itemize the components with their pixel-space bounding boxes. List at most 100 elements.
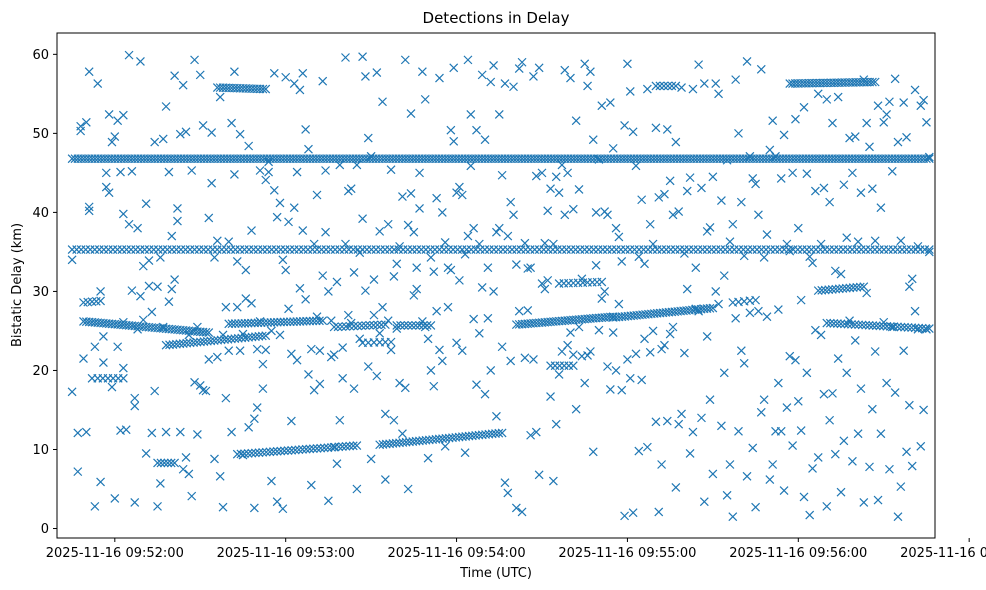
data-point <box>893 137 903 147</box>
data-point <box>707 245 717 254</box>
data-point <box>584 245 594 254</box>
data-point <box>662 124 672 134</box>
data-point <box>896 236 906 246</box>
data-point <box>375 226 385 236</box>
data-point <box>616 245 626 254</box>
data-point <box>793 396 803 406</box>
data-point <box>93 79 103 89</box>
data-point <box>924 245 934 254</box>
data-point <box>185 245 195 254</box>
data-point <box>699 497 709 507</box>
data-point <box>847 456 857 466</box>
data-point <box>785 351 795 361</box>
data-point <box>203 245 213 254</box>
data-point <box>235 129 245 139</box>
data-point <box>292 317 302 326</box>
data-point <box>158 322 168 332</box>
data-point <box>282 317 292 327</box>
data-point <box>449 136 459 146</box>
data-point <box>192 322 202 332</box>
data-point <box>716 421 726 431</box>
data-point <box>523 264 533 273</box>
data-point <box>805 510 815 520</box>
data-point <box>870 77 880 87</box>
data-point <box>745 308 755 318</box>
data-point <box>365 320 375 330</box>
data-point <box>705 303 715 313</box>
data-point <box>571 404 581 414</box>
data-point <box>534 63 544 73</box>
data-point <box>158 134 168 144</box>
data-point <box>76 126 86 136</box>
data-point <box>677 83 686 92</box>
y-axis: 0 10 20 30 40 50 60 <box>32 48 57 537</box>
data-point <box>751 179 761 189</box>
data-point <box>594 155 604 164</box>
data-point <box>264 157 274 167</box>
data-point <box>867 184 877 194</box>
data-point <box>198 121 208 130</box>
data-point <box>890 74 900 84</box>
data-point <box>276 446 286 456</box>
data-point <box>432 306 442 316</box>
x-tick-label: 2025-11-16 09:55:00 <box>558 546 696 561</box>
data-point <box>729 245 739 254</box>
data-point <box>702 226 712 236</box>
data-point <box>559 361 569 371</box>
data-point <box>884 245 893 254</box>
data-point <box>568 204 578 214</box>
data-point <box>597 277 607 287</box>
data-point <box>262 245 272 254</box>
data-point <box>497 342 507 352</box>
data-point <box>306 344 316 354</box>
data-point <box>283 446 293 455</box>
data-point <box>776 173 786 183</box>
y-tick-label: 40 <box>32 206 49 221</box>
data-point <box>645 219 655 229</box>
data-point <box>221 302 231 312</box>
data-point <box>425 245 435 254</box>
data-point <box>452 338 461 348</box>
data-point <box>674 419 684 429</box>
data-point <box>634 252 644 262</box>
data-point <box>449 63 459 73</box>
data-point <box>195 70 205 80</box>
data-point <box>187 166 197 175</box>
data-point <box>276 317 286 327</box>
data-point <box>181 452 191 462</box>
data-point <box>768 460 778 469</box>
data-point <box>642 442 652 452</box>
data-point <box>435 345 444 355</box>
data-point <box>810 325 820 335</box>
data-point <box>916 101 926 111</box>
data-point <box>655 81 665 91</box>
data-point <box>240 318 250 328</box>
data-point <box>247 298 256 308</box>
data-point <box>580 378 590 388</box>
data-point <box>890 388 900 398</box>
data-point <box>171 245 181 254</box>
data-point <box>227 319 237 329</box>
x-tick-label: 2025-11-16 09:53:00 <box>217 546 355 561</box>
chart-title: Detections in Delay <box>423 9 570 27</box>
data-point <box>864 320 874 330</box>
data-point <box>271 245 281 254</box>
data-point <box>278 504 288 514</box>
data-point <box>113 245 122 254</box>
data-point <box>104 188 114 198</box>
data-point <box>520 238 530 248</box>
data-point <box>859 75 869 85</box>
data-point <box>825 245 834 254</box>
data-point <box>550 361 560 371</box>
data-point <box>537 168 547 178</box>
data-point <box>500 79 510 89</box>
data-point <box>415 168 424 178</box>
data-point <box>319 443 329 453</box>
data-point <box>679 249 689 258</box>
data-point <box>831 284 841 294</box>
data-point <box>226 245 236 254</box>
data-point <box>598 245 608 254</box>
data-point <box>893 245 902 254</box>
data-point <box>597 101 607 111</box>
data-point <box>525 245 535 254</box>
